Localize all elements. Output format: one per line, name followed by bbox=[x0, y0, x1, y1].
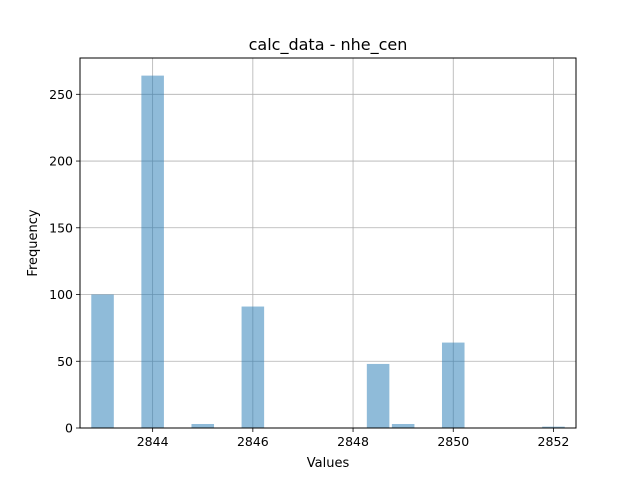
histogram-bar bbox=[391, 423, 415, 428]
y-tick-label: 50 bbox=[57, 354, 73, 369]
x-tick-label: 2848 bbox=[337, 434, 369, 449]
chart-title: calc_data - nhe_cen bbox=[249, 35, 408, 55]
x-tick-label: 2846 bbox=[237, 434, 269, 449]
y-tick-label: 200 bbox=[49, 154, 73, 169]
histogram-bar bbox=[241, 306, 265, 428]
histogram-bar bbox=[366, 363, 390, 428]
histogram-bar bbox=[441, 342, 465, 428]
bars bbox=[91, 75, 565, 428]
x-tick-label: 2844 bbox=[137, 434, 169, 449]
y-tick-label: 150 bbox=[49, 220, 73, 235]
y-axis-ticks: 0 50 100 150 200 250 bbox=[49, 87, 80, 436]
y-tick-label: 250 bbox=[49, 87, 73, 102]
y-tick-label: 100 bbox=[49, 287, 73, 302]
x-axis-label: Values bbox=[307, 456, 350, 471]
x-tick-label: 2850 bbox=[437, 434, 469, 449]
x-axis-ticks: 2844 2846 2848 2850 2852 bbox=[137, 428, 570, 449]
histogram-bar bbox=[542, 426, 565, 428]
y-tick-label: 0 bbox=[65, 421, 73, 436]
histogram-bar bbox=[191, 423, 215, 428]
plot-frame bbox=[79, 57, 577, 429]
histogram-bar bbox=[141, 75, 164, 428]
y-axis-label: Frequency bbox=[26, 209, 41, 276]
x-tick-label: 2852 bbox=[538, 434, 570, 449]
histogram-bar bbox=[91, 294, 114, 428]
